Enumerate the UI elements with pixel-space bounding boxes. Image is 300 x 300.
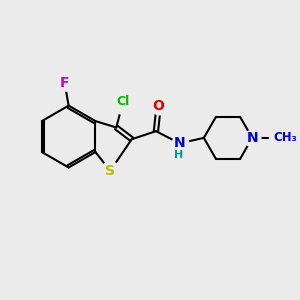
Text: F: F bbox=[60, 76, 69, 90]
Text: O: O bbox=[153, 99, 165, 113]
Text: S: S bbox=[105, 164, 115, 178]
Text: CH₃: CH₃ bbox=[273, 131, 297, 144]
Text: H: H bbox=[174, 150, 183, 160]
Text: N: N bbox=[174, 136, 185, 150]
Text: Cl: Cl bbox=[116, 95, 130, 108]
Text: N: N bbox=[246, 131, 258, 145]
